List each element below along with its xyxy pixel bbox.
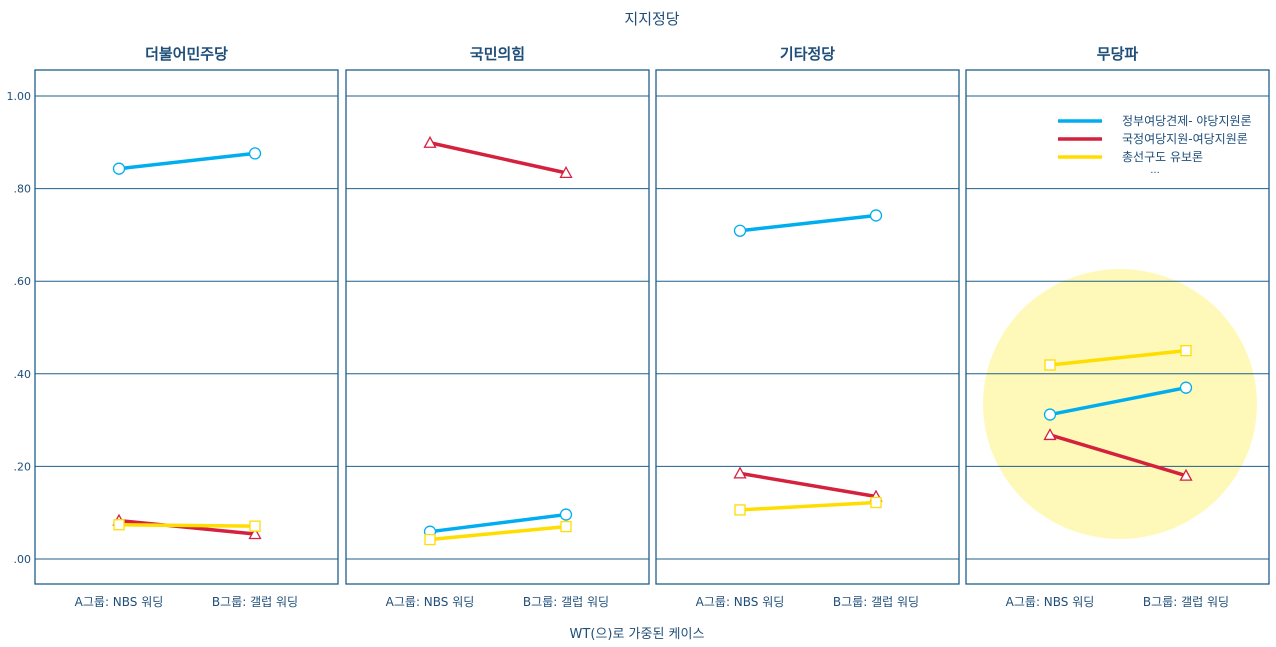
category-label: B그룹: 갤럽 워딩 bbox=[833, 595, 919, 609]
category-label: A그룹: NBS 워딩 bbox=[75, 595, 164, 609]
series-line bbox=[740, 503, 876, 510]
data-point bbox=[425, 535, 435, 545]
data-point bbox=[250, 148, 261, 159]
category-label: A그룹: NBS 워딩 bbox=[1006, 595, 1095, 609]
data-point bbox=[735, 505, 745, 515]
data-point bbox=[250, 521, 260, 531]
data-point bbox=[1181, 346, 1191, 356]
panel-title: 국민의힘 bbox=[470, 45, 525, 63]
panel-title: 기타정당 bbox=[780, 45, 835, 63]
series-line bbox=[740, 215, 876, 230]
chart-title: 지지정당 bbox=[624, 10, 679, 28]
panel-frame bbox=[35, 70, 338, 584]
data-point bbox=[1045, 360, 1055, 370]
legend-label: 국정여당지원-여당지원론 bbox=[1122, 132, 1248, 146]
highlight-circle bbox=[983, 269, 1257, 539]
y-tick-label: .60 bbox=[14, 275, 32, 288]
data-point bbox=[114, 163, 125, 174]
panel-frame bbox=[346, 70, 649, 584]
data-point bbox=[1181, 382, 1192, 393]
y-axis: .00 .20 .40 .60 .80 1.00 bbox=[7, 90, 32, 566]
series-line bbox=[430, 143, 566, 173]
category-label: B그룹: 갤럽 워딩 bbox=[1143, 595, 1229, 609]
data-point bbox=[1045, 409, 1056, 420]
chart-footnote: WT(으)로 가중된 케이스 bbox=[570, 627, 705, 642]
panel-3: 기타정당 A그룹: NBS 워딩 B그룹: 갤럽 워딩 bbox=[656, 45, 959, 609]
y-tick-label: .20 bbox=[14, 460, 32, 473]
panel-2: 국민의힘 A그룹: NBS 워딩 B그룹: 갤럽 워딩 bbox=[346, 45, 649, 609]
panel-4: 무당파 A그룹: NBS 워딩 B그룹: 갤럽 워딩 bbox=[966, 45, 1269, 609]
data-point bbox=[871, 210, 882, 221]
panel-1: 더불어민주당 A그룹: NBS 워딩 B그룹: 갤럽 워딩 bbox=[35, 45, 338, 609]
panel-title: 무당파 bbox=[1097, 45, 1139, 63]
y-tick-label: 1.00 bbox=[7, 90, 32, 103]
legend-more: ... bbox=[1150, 165, 1160, 176]
data-point bbox=[114, 520, 124, 530]
category-label: A그룹: NBS 워딩 bbox=[386, 595, 475, 609]
series-line bbox=[119, 153, 255, 168]
y-tick-label: .00 bbox=[14, 553, 32, 566]
category-label: A그룹: NBS 워딩 bbox=[696, 595, 785, 609]
data-point bbox=[871, 498, 881, 508]
legend-label: 정부여당견제- 야당지원론 bbox=[1122, 114, 1252, 128]
data-point bbox=[561, 509, 572, 520]
series-line bbox=[740, 473, 876, 496]
y-tick-label: .40 bbox=[14, 368, 32, 381]
data-point bbox=[561, 522, 571, 532]
panel-title: 더불어민주당 bbox=[145, 45, 228, 63]
category-label: B그룹: 갤럽 워딩 bbox=[523, 595, 609, 609]
panels: 더불어민주당 A그룹: NBS 워딩 B그룹: 갤럽 워딩 국민의힘 A그룹: NBS … bbox=[35, 45, 1269, 609]
legend-label: 총선구도 유보론 bbox=[1122, 150, 1203, 164]
series-line bbox=[119, 525, 255, 526]
y-tick-label: .80 bbox=[14, 183, 32, 196]
data-point bbox=[735, 225, 746, 236]
category-label: B그룹: 갤럽 워딩 bbox=[212, 595, 298, 609]
